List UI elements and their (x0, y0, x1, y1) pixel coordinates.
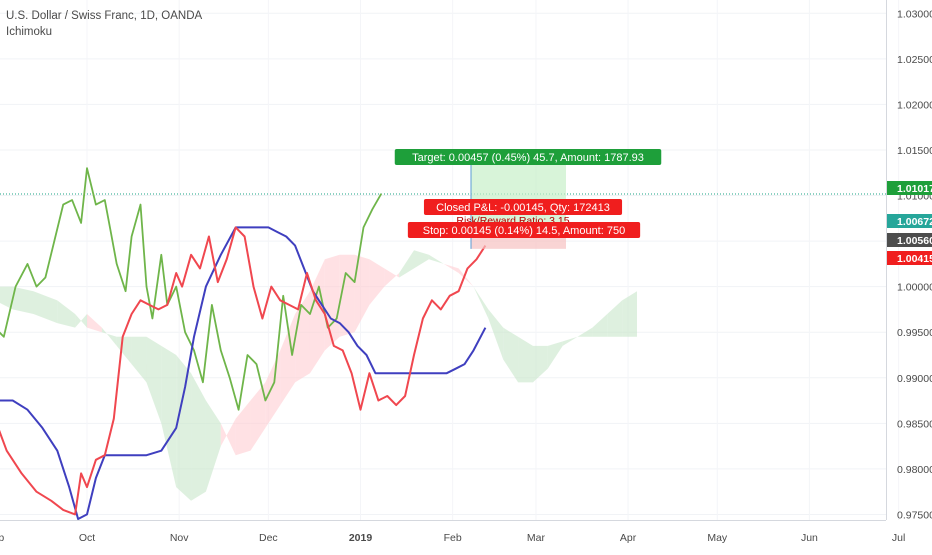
cloud-segment (444, 264, 459, 273)
position-tool[interactable]: Target: 0.00457 (0.45%) 45.7, Amount: 17… (395, 149, 662, 249)
cloud-segment (206, 401, 221, 492)
price-tick-label: 0.98000 (897, 464, 932, 476)
time-tick-label: Feb (444, 532, 462, 544)
cloud-segment (607, 300, 622, 336)
grid (0, 0, 899, 520)
cloud-segment (75, 314, 87, 328)
cloud-segment (265, 350, 280, 427)
price-tag-text: 1.01017 (897, 183, 932, 195)
cloud-segment (503, 328, 518, 383)
cloud-segment (310, 259, 325, 373)
cloud-segment (533, 346, 548, 382)
price-tag-text: 1.00415 (897, 253, 932, 265)
closed-pnl-label-text: Closed P&L: -0.00145, Qty: 172413 (436, 202, 610, 214)
price-tick-label: 0.99000 (897, 373, 932, 385)
price-axis[interactable]: 1.030001.025001.020001.015001.010001.005… (887, 0, 932, 521)
time-tick-label: Apr (620, 532, 637, 544)
price-tick-label: 1.03000 (897, 8, 932, 20)
cloud-segment (117, 337, 132, 364)
price-tag[interactable]: 1.00672 (887, 214, 932, 228)
price-tag-text: 1.00560 (897, 235, 932, 247)
cloud-segment (518, 337, 533, 383)
cloud-segment (384, 268, 399, 286)
cloud-segment (369, 259, 384, 305)
target-label[interactable]: Target: 0.00457 (0.45%) 45.7, Amount: 17… (395, 149, 662, 165)
time-tick-label: Sep (0, 532, 4, 544)
price-tick-label: 0.98500 (897, 418, 932, 430)
cloud-segment (622, 291, 637, 337)
time-tick-label: Nov (170, 532, 189, 544)
cloud-segment (33, 291, 57, 323)
symbol-title[interactable]: U.S. Dollar / Swiss Franc, 1D, OANDA (6, 8, 202, 24)
closed-pnl-label[interactable]: Closed P&L: -0.00145, Qty: 172413 (424, 199, 622, 215)
time-tick-label: 2019 (349, 532, 373, 544)
price-tick-label: 0.99500 (897, 327, 932, 339)
cloud-segment (563, 337, 578, 346)
price-tag-text: 1.00672 (897, 216, 932, 228)
cloud-segment (429, 255, 444, 264)
time-tick-label: Oct (79, 532, 95, 544)
cloud-segment (221, 419, 236, 455)
cloud-segment (102, 328, 117, 346)
stop-label[interactable]: Stop: 0.00145 (0.14%) 14.5, Amount: 750 (408, 222, 640, 238)
time-tick-label: Dec (259, 532, 278, 544)
price-tag[interactable]: 1.00560 (887, 233, 932, 247)
cloud-segment (548, 341, 563, 368)
cloud-segment (473, 287, 488, 319)
conversion-line-series (0, 227, 485, 514)
price-tag[interactable]: 1.00415 (887, 251, 932, 265)
chart-header: U.S. Dollar / Swiss Franc, 1D, OANDA Ich… (6, 8, 202, 40)
cloud-segment (295, 291, 310, 382)
stop-label-text: Stop: 0.00145 (0.14%) 14.5, Amount: 750 (423, 225, 625, 237)
cloud-segment (176, 355, 191, 501)
cloud-segment (146, 337, 161, 424)
cloud-segment (191, 373, 206, 501)
time-tick-label: Jun (801, 532, 818, 544)
cloud-segment (325, 255, 340, 351)
cloud-segment (488, 309, 503, 359)
price-tick-label: 1.02500 (897, 54, 932, 66)
price-tick-label: 1.00000 (897, 282, 932, 294)
cloud-segment (13, 287, 34, 314)
target-label-text: Target: 0.00457 (0.45%) 45.7, Amount: 17… (412, 152, 644, 164)
price-tick-label: 1.02000 (897, 99, 932, 111)
time-tick-label: Mar (527, 532, 546, 544)
cloud-segment (57, 300, 75, 327)
cloud-segment (414, 250, 429, 268)
price-tag[interactable]: 1.01017 (887, 181, 932, 195)
cloud-segment (399, 250, 414, 277)
price-tick-label: 1.01500 (897, 145, 932, 157)
indicator-label[interactable]: Ichimoku (6, 24, 202, 40)
cloud-segment (592, 314, 607, 337)
time-tick-label: Jul (892, 532, 905, 544)
cloud-segment (87, 314, 102, 332)
time-tick-label: May (707, 532, 728, 544)
ichimoku-lines (0, 168, 485, 519)
cloud-segment (161, 346, 176, 487)
cloud-segment (132, 337, 147, 383)
base-line-series (0, 227, 485, 519)
time-axis[interactable]: Sep Oct Nov Dec 2019 Feb Mar Apr May Jun Jul (0, 521, 905, 545)
price-tick-label: 0.97500 (897, 509, 932, 521)
